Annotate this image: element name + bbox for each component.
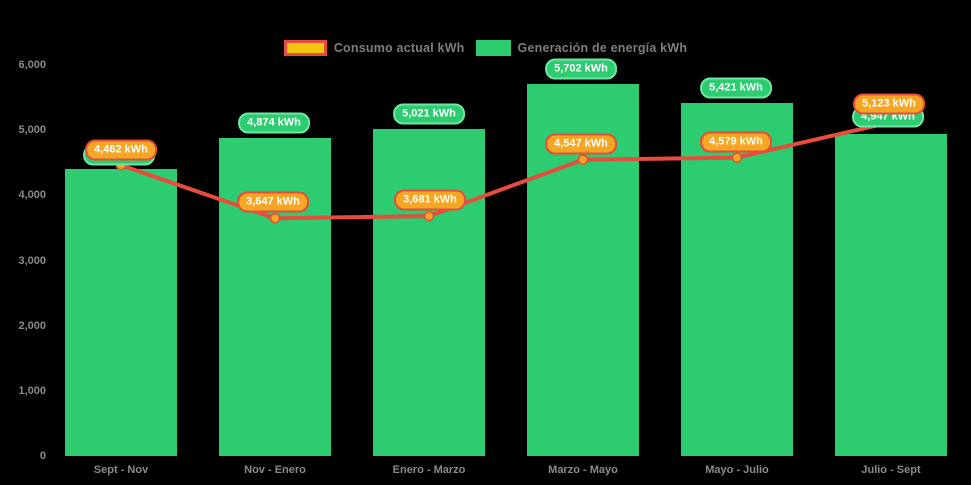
generation-value-badge: 4,874 kWh bbox=[238, 112, 310, 134]
legend-label-generacion: Generación de energía kWh bbox=[517, 41, 688, 55]
consumption-value-badge: 4,579 kWh bbox=[700, 131, 772, 153]
consumption-line-point bbox=[423, 210, 435, 222]
legend-item-generacion[interactable]: Generación de energía kWh bbox=[475, 40, 688, 56]
generation-bar bbox=[835, 133, 947, 456]
generation-value-badge: 5,421 kWh bbox=[700, 77, 772, 99]
consumption-value-badge: 4,547 kWh bbox=[545, 133, 617, 155]
y-axis-tick-label: 1,000 bbox=[18, 384, 46, 397]
x-axis-category-label: Julio - Sept bbox=[861, 464, 921, 476]
x-axis-category-label: Enero - Marzo bbox=[392, 464, 466, 476]
x-axis-category-label: Nov - Enero bbox=[244, 464, 306, 476]
legend-label-consumo: Consumo actual kWh bbox=[333, 41, 465, 55]
consumption-line-point bbox=[577, 154, 589, 165]
chart-legend: Consumo actual kWh Generación de energía… bbox=[0, 40, 971, 56]
y-axis-tick-label: 6,000 bbox=[18, 59, 46, 71]
x-axis-category-label: Mayo - Julio bbox=[705, 464, 769, 476]
generation-bar bbox=[219, 138, 331, 456]
consumption-value-badge: 3,681 kWh bbox=[394, 189, 466, 211]
generation-bar bbox=[373, 128, 485, 456]
y-axis-tick-label: 5,000 bbox=[18, 124, 46, 137]
consumo-line-swatch-icon bbox=[283, 40, 327, 56]
y-axis-tick-label: 0 bbox=[39, 450, 46, 462]
y-axis-tick-label: 2,000 bbox=[18, 319, 46, 332]
generation-value-badge: 5,702 kWh bbox=[545, 58, 617, 80]
consumption-line-point bbox=[731, 152, 743, 163]
consumption-value-badge: 4,462 kWh bbox=[85, 139, 157, 161]
legend-item-consumo[interactable]: Consumo actual kWh bbox=[283, 40, 465, 56]
generation-bar bbox=[65, 169, 177, 456]
consumption-value-badge: 5,123 kWh bbox=[853, 93, 925, 115]
consumption-line-point bbox=[269, 213, 281, 224]
consumption-value-badge: 3,647 kWh bbox=[237, 191, 309, 213]
generacion-bar-swatch-icon bbox=[475, 40, 511, 56]
y-axis-tick-label: 3,000 bbox=[18, 254, 46, 267]
x-axis-category-label: Sept - Nov bbox=[93, 464, 149, 476]
generation-value-badge: 5,021 kWh bbox=[393, 103, 465, 125]
y-axis-tick-label: 4,000 bbox=[18, 189, 46, 202]
x-axis-category-label: Marzo - Mayo bbox=[548, 464, 618, 476]
